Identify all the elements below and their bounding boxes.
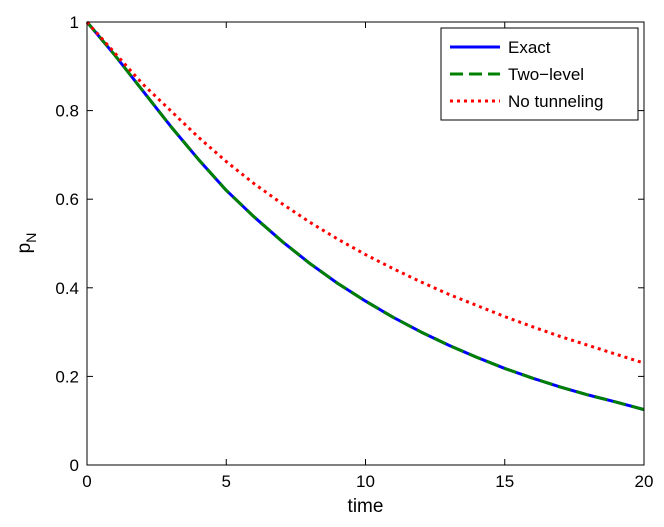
y-tick-label: 0.8 xyxy=(55,102,79,121)
y-tick-label: 0.4 xyxy=(55,279,79,298)
y-tick-label: 1 xyxy=(70,13,79,32)
legend: Exact Two−level No tunneling xyxy=(440,27,639,121)
legend-label-2: Two−level xyxy=(508,65,584,84)
legend-label-1: Exact xyxy=(508,38,551,57)
y-tick-label: 0.2 xyxy=(55,367,79,386)
series-line-3 xyxy=(85,20,645,365)
x-tick-label: 10 xyxy=(356,472,375,491)
y-tick-label: 0.6 xyxy=(55,190,79,209)
series-line-2 xyxy=(85,21,645,412)
x-tick-label: 15 xyxy=(495,472,514,491)
x-tick-label: 20 xyxy=(635,472,654,491)
y-axis-label: pN xyxy=(14,233,39,254)
ticks-layer: 0 5 10 15 20 0 0.2 0.4 0.6 0.8 1 xyxy=(55,13,653,491)
x-tick-label: 5 xyxy=(222,472,231,491)
x-tick-label: 0 xyxy=(82,472,91,491)
y-tick-label: 0 xyxy=(70,456,79,475)
legend-label-3: No tunneling xyxy=(508,92,603,111)
y-axis-label-subscript: N xyxy=(23,233,39,243)
series-layer xyxy=(85,20,645,412)
y-axis-label-base: p xyxy=(14,243,35,254)
x-axis-label: time xyxy=(348,496,384,517)
